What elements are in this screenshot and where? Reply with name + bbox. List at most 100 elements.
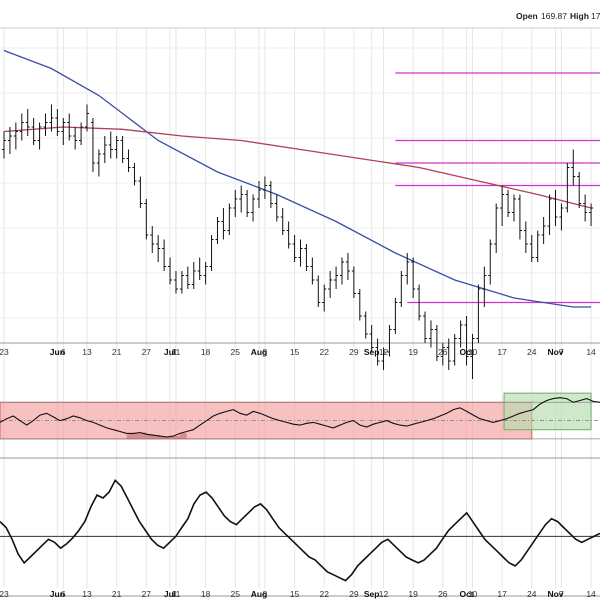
x-tick-label-bottom: Jul <box>164 589 176 599</box>
high-label: High <box>570 11 589 21</box>
price-bar <box>262 176 267 199</box>
x-tick-label-bottom: 24 <box>527 589 537 599</box>
price-bar <box>452 334 457 366</box>
price-bar <box>571 149 576 186</box>
price-bar <box>482 266 487 307</box>
price-bar <box>85 104 90 132</box>
price-bar <box>239 185 244 213</box>
x-tick-label: 12 <box>379 347 389 357</box>
price-bar <box>351 266 356 298</box>
price-bar <box>19 113 24 141</box>
x-tick-label-bottom: 29 <box>349 589 359 599</box>
x-tick-label: 25 <box>231 347 241 357</box>
indicator-layer <box>0 397 600 439</box>
price-bar <box>511 194 516 222</box>
price-bar <box>108 131 113 159</box>
price-bar <box>197 257 202 280</box>
price-bar <box>464 316 469 366</box>
price-bar <box>79 122 84 145</box>
open-value: 169.87 <box>541 11 567 21</box>
x-tick-label: 11 <box>172 347 181 357</box>
x-tick-label-bottom: 22 <box>319 589 329 599</box>
price-bar <box>25 109 30 136</box>
price-bar <box>168 257 173 285</box>
price-bar <box>256 181 261 208</box>
price-bar <box>470 334 475 379</box>
price-bar <box>251 194 256 222</box>
price-bar <box>268 181 273 208</box>
price-bar <box>245 190 250 217</box>
x-tick-label: 10 <box>468 347 478 357</box>
x-tick-label-bottom: 10 <box>468 589 478 599</box>
price-bar <box>500 185 505 226</box>
price-bar <box>191 262 196 289</box>
price-bar <box>399 271 404 307</box>
price-bar <box>55 109 60 136</box>
x-tick-label: 19 <box>408 347 418 357</box>
x-tick-label: 14 <box>586 347 596 357</box>
x-tick-label-bottom: 18 <box>201 589 211 599</box>
x-tick-label: 22 <box>319 347 329 357</box>
x-tick-label-bottom: 7 <box>559 589 564 599</box>
x-tick-label-bottom: 19 <box>408 589 418 599</box>
price-bar <box>381 347 386 370</box>
price-bar <box>446 338 451 370</box>
x-tick-label: Aug <box>251 347 268 357</box>
price-bar <box>150 226 155 253</box>
x-tick-label-bottom: 11 <box>172 589 181 599</box>
price-bar <box>233 190 238 217</box>
price-bar <box>43 113 48 136</box>
price-bar <box>49 104 54 132</box>
price-bar <box>363 311 368 339</box>
price-bar <box>310 257 315 285</box>
price-bar <box>565 163 570 213</box>
price-bar <box>506 190 511 217</box>
x-tick-label-bottom: 15 <box>290 589 300 599</box>
x-tick-label: 15 <box>290 347 300 357</box>
x-tick-label-bottom: Aug <box>251 589 268 599</box>
x-tick-label: 13 <box>82 347 92 357</box>
price-bar <box>286 221 291 249</box>
oscillator-layer <box>0 478 600 582</box>
price-bar <box>90 118 95 172</box>
price-bar <box>31 118 36 145</box>
price-bar <box>434 325 439 361</box>
bullish-zone <box>503 392 592 431</box>
price-bar <box>138 176 143 208</box>
price-bar <box>73 127 78 150</box>
x-tick-label: Jul <box>164 347 176 357</box>
price-bar <box>215 217 220 244</box>
price-bar <box>2 131 6 159</box>
high-value: 17 <box>591 11 600 21</box>
price-bar <box>120 136 125 163</box>
x-tick-label-bottom: 23 <box>0 589 9 599</box>
price-bar <box>476 284 481 343</box>
price-bar <box>37 122 42 150</box>
price-bar <box>292 235 297 262</box>
price-bar <box>114 136 119 159</box>
zone-layer <box>0 392 600 440</box>
price-bar <box>428 320 433 348</box>
price-bar <box>423 311 428 343</box>
price-bar <box>535 230 540 262</box>
x-tick-label-bottom: 13 <box>82 589 92 599</box>
x-tick-label-bottom: 21 <box>112 589 122 599</box>
x-tick-label: 18 <box>201 347 211 357</box>
price-bar <box>316 275 321 307</box>
price-bar <box>7 127 12 154</box>
x-tick-label-bottom: Jun <box>50 589 65 599</box>
x-tick-label: 24 <box>527 347 537 357</box>
x-tick-label: 23 <box>0 347 9 357</box>
price-bar <box>102 136 107 163</box>
x-tick-label-bottom: 27 <box>142 589 152 599</box>
price-bar <box>13 122 18 150</box>
level-layer <box>395 72 600 304</box>
moving-average-200-line <box>3 126 592 209</box>
x-tick-label-bottom: 17 <box>497 589 507 599</box>
x-tick-label-bottom: 25 <box>231 589 241 599</box>
price-bar <box>209 235 214 271</box>
price-bar <box>280 208 285 235</box>
